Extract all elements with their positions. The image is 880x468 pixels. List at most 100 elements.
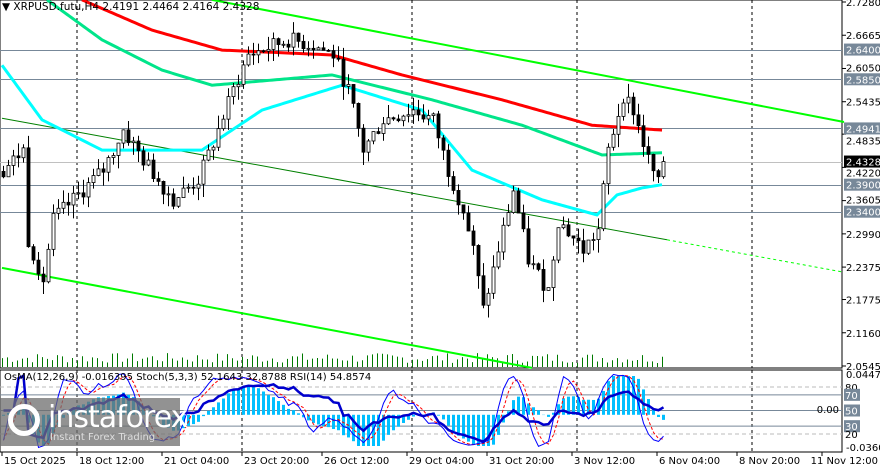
oscillator-level-label: 20	[845, 430, 858, 441]
osma-bar	[227, 393, 230, 415]
osma-bar	[402, 414, 405, 423]
osma-bar	[442, 414, 445, 420]
candle-bull	[316, 47, 321, 51]
price-tick-label: 2.1160	[846, 329, 880, 340]
candle-bull	[236, 83, 241, 88]
candle-bear	[191, 186, 196, 189]
candle-bull	[186, 186, 191, 189]
oscillator-level-box	[844, 404, 860, 417]
candle-bull	[221, 118, 226, 130]
candle-bear	[126, 129, 131, 144]
osma-bar	[372, 414, 375, 446]
logo-mark-icon	[8, 404, 40, 436]
candle-bull	[106, 157, 111, 173]
osma-bar	[322, 414, 325, 427]
candle-bear	[156, 178, 161, 182]
osma-bar	[452, 414, 455, 432]
time-label: 8 Nov 20:00	[739, 456, 800, 467]
candle-bull	[626, 96, 631, 104]
trend-line-lower	[1, 266, 533, 369]
level-label-box	[844, 122, 880, 135]
price-tick-label: 2.2990	[846, 230, 880, 241]
osma-bar	[182, 414, 185, 429]
osma-bar	[552, 412, 555, 415]
candle-bear	[576, 237, 581, 242]
oscillator-level-label: 50	[845, 407, 858, 418]
time-label: 11 Nov 12:00	[811, 456, 878, 467]
osma-bar	[247, 384, 250, 415]
candle-bear	[151, 159, 156, 180]
candle-bear	[101, 168, 106, 173]
candle-bull	[121, 129, 126, 144]
osma-bar	[482, 414, 485, 446]
candle-bull	[491, 266, 496, 294]
osma-bar	[467, 414, 470, 442]
candle-bear	[391, 117, 396, 120]
level-label-box	[844, 43, 880, 56]
candle-bull	[496, 251, 501, 268]
candle-bull	[216, 128, 221, 148]
osma-bar	[527, 403, 530, 415]
candle-bull	[381, 123, 386, 134]
candle-bull	[386, 117, 391, 125]
candle-bear	[581, 240, 586, 254]
osma-bar	[342, 414, 345, 436]
osma-bar	[272, 397, 275, 415]
candle-bull	[531, 263, 536, 266]
candle-bull	[206, 149, 211, 161]
ohlc-values: 2.4191 2.4464 2.4164 2.4328	[102, 1, 260, 13]
candle-bear	[331, 50, 336, 59]
time-label: 3 Nov 12:00	[574, 456, 635, 467]
candle-bull	[511, 190, 516, 213]
osma-bar	[457, 414, 460, 436]
candle-bear	[261, 50, 266, 53]
candle-bull	[91, 175, 96, 184]
osma-bar	[462, 414, 465, 439]
candle-bear	[456, 190, 461, 206]
osma-bar	[232, 389, 235, 415]
candle-bull	[371, 131, 376, 142]
candle-bull	[586, 239, 591, 254]
oscillator-level-label: 80	[845, 383, 858, 394]
osma-bar	[617, 376, 620, 415]
osma-bar	[257, 388, 260, 415]
candle-bear	[396, 118, 401, 122]
candle-bull	[211, 146, 216, 151]
candle-bull	[601, 183, 606, 230]
candle-bull	[246, 53, 251, 66]
candle-bull	[61, 201, 66, 209]
price-tick-label: 2.3605	[846, 196, 880, 207]
level-label: 2.5850	[846, 75, 880, 86]
candle-bull	[401, 115, 406, 122]
candle-bull	[506, 212, 511, 226]
osma-tick-label: -0.036000	[846, 443, 880, 454]
osma-bar	[277, 401, 280, 415]
logo-tagline: Instant Forex Trading	[50, 432, 156, 443]
level-label: 2.6400	[846, 46, 880, 57]
candle-bull	[616, 115, 621, 135]
moving-average-cyan	[0, 64, 663, 217]
dropdown-triangle-icon[interactable]: ▼	[2, 1, 11, 13]
candle-bear	[441, 137, 446, 151]
candle-bull	[46, 248, 51, 283]
osma-bar	[532, 407, 535, 415]
candle-bear	[326, 49, 331, 52]
price-tick-label: 2.6050	[846, 63, 880, 74]
candle-bull	[621, 102, 626, 117]
level-label-box	[844, 178, 880, 191]
candle-bear	[301, 40, 306, 50]
osma-bar	[592, 399, 595, 415]
candle-bull	[111, 155, 116, 158]
osma-bar	[662, 414, 665, 420]
time-label: 15 Oct 2025	[4, 456, 66, 467]
osma-bar	[562, 398, 565, 415]
candle-bull	[6, 165, 11, 178]
level-label-box	[844, 73, 880, 86]
candle-bull	[131, 140, 136, 144]
osma-bar	[377, 414, 380, 446]
candle-bear	[641, 125, 646, 147]
candle-bull	[281, 43, 286, 46]
candle-bull	[11, 155, 16, 166]
osma-bar	[327, 414, 330, 428]
osma-bar	[412, 414, 415, 417]
